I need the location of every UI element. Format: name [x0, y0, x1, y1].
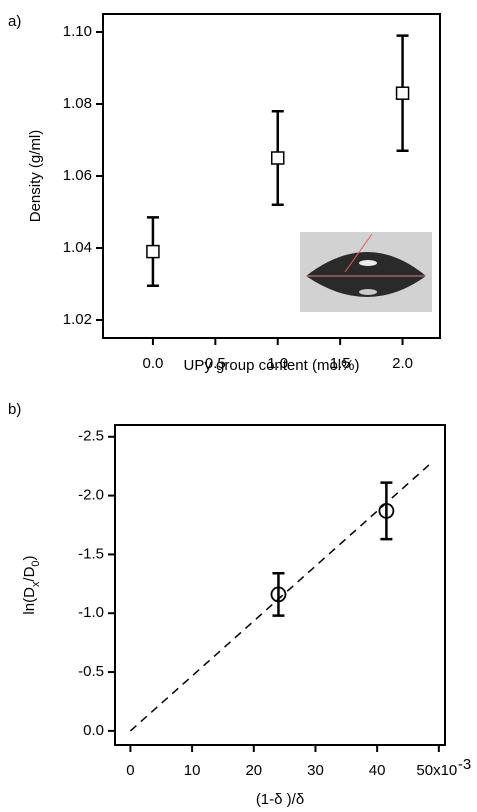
- y-axis-label-part: x: [30, 581, 42, 587]
- y-axis-label: ln(Dx/D0): [21, 555, 42, 614]
- marker: [270, 586, 287, 603]
- x-tick-label: 20: [245, 762, 262, 779]
- error-bar: [380, 481, 393, 541]
- error-bar: [272, 571, 285, 617]
- y-tick-label: -0.5: [78, 663, 104, 680]
- y-tick-label: -1.5: [78, 545, 104, 562]
- x-tick-label: 0.0: [142, 355, 163, 372]
- y-tick-label: 1.08: [63, 95, 92, 112]
- y-tick-label: 1.10: [63, 23, 92, 40]
- y-tick-label: -1.0: [78, 604, 104, 621]
- y-tick-label: 0.0: [83, 722, 104, 739]
- inset-photo: [300, 232, 432, 312]
- y-tick-label: 1.06: [63, 167, 92, 184]
- x-axis-label: UPy group content (mol%): [184, 357, 360, 374]
- panel-label: a): [8, 13, 21, 30]
- y-tick-label: -2.0: [78, 487, 104, 504]
- x-tick-label: 30: [307, 762, 324, 779]
- y-axis-label-part: ln(D: [21, 587, 38, 615]
- y-axis-label-part: ): [21, 555, 38, 560]
- y-tick-label: 1.04: [63, 239, 92, 256]
- x-tick-label: 10: [184, 762, 201, 779]
- x-tick-label: 0.5: [205, 355, 226, 372]
- panel-label: b): [8, 401, 21, 418]
- y-axis-label-part: /D: [21, 566, 38, 581]
- x-tick-label: 0: [126, 762, 134, 779]
- y-tick-label: -2.5: [78, 428, 104, 445]
- y-tick-label: 1.02: [63, 311, 92, 328]
- x-tick-label: 2.0: [392, 355, 413, 372]
- marker: [270, 151, 285, 165]
- x-tick-label: 1.0: [267, 355, 288, 372]
- fit-line: [129, 464, 430, 732]
- x-tick-label: 1.5: [330, 355, 351, 372]
- plot-frame: [114, 424, 446, 746]
- y-axis-label: Density (g/ml): [27, 130, 44, 223]
- marker: [146, 244, 160, 259]
- x-tick-exponent: -3: [458, 756, 471, 773]
- x-tick-label: 50x10: [416, 762, 457, 779]
- x-tick-label: 40: [369, 762, 386, 779]
- x-axis-label: (1-δ )/δ: [256, 791, 304, 808]
- y-axis-label-part: 0: [30, 560, 42, 566]
- marker: [395, 86, 410, 100]
